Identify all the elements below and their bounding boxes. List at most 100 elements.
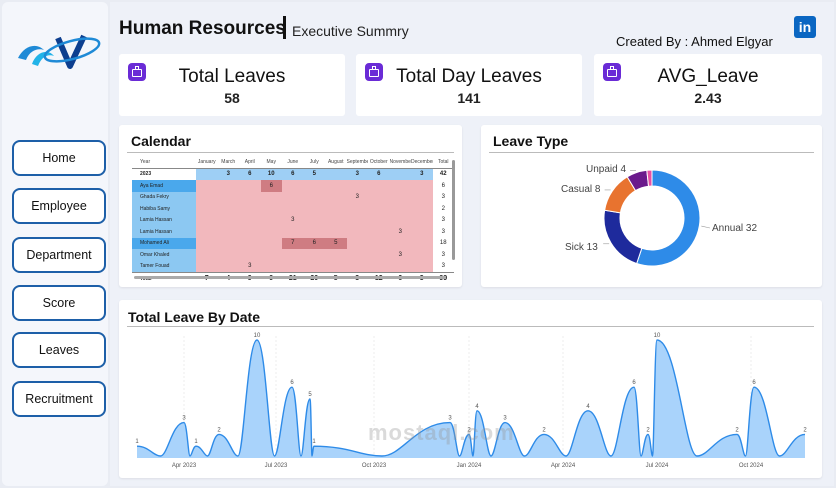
cell-value — [346, 214, 368, 226]
table-row: Ghada Fekry 3 3 — [132, 191, 454, 203]
cell-value — [282, 226, 304, 238]
cell-value: 3 — [432, 214, 454, 226]
cell-value: 3 — [411, 168, 433, 180]
table-row: Lamia Hassan 3 3 — [132, 226, 454, 238]
calendar-matrix[interactable]: Year January March April May June July August Se… — [132, 156, 454, 285]
cell-value — [389, 203, 411, 215]
leave-type-panel: Leave Type Annual 32 Sick 13 Casual 8 Unpai… — [481, 125, 822, 287]
cell-value: 3 — [432, 226, 454, 238]
linkedin-icon[interactable]: in — [794, 16, 816, 38]
cell-value — [260, 237, 282, 249]
sidebar: Home Employee Department Score Leaves Re… — [2, 2, 108, 486]
data-label: 6 — [290, 380, 294, 386]
column-header: July — [303, 156, 325, 169]
donut-slice-other[interactable] — [646, 169, 653, 187]
cell-value: 6 — [239, 168, 261, 180]
cell-value — [411, 214, 433, 226]
row-label: Tamer Fouad — [132, 260, 196, 273]
cell-value — [260, 214, 282, 226]
cell-value — [217, 226, 239, 238]
data-label: 4 — [475, 404, 479, 410]
nav-employee-button[interactable]: Employee — [12, 188, 106, 224]
cell-value — [196, 260, 218, 273]
cell-value — [325, 226, 347, 238]
data-label: 5 — [308, 392, 312, 398]
cell-value — [196, 191, 218, 203]
cell-value — [217, 260, 239, 273]
nav-department-button[interactable]: Department — [12, 237, 106, 273]
cell-value — [196, 214, 218, 226]
donut-leader-line — [701, 225, 711, 229]
table-header-row: Year January March April May June July August Se… — [132, 156, 454, 169]
kpi-card-avg-leave: AVG_Leave 2.43 — [594, 54, 822, 116]
x-tick-label: Jul 2024 — [646, 463, 669, 469]
cell-value: 3 — [432, 191, 454, 203]
leave-by-date-panel: Total Leave By Date 1 3 1 2 10 6 5 1 3 2 4 3 2 4 6 2 10 2… — [119, 300, 822, 478]
data-label: 2 — [542, 427, 546, 433]
watermark-text: mostaql.com — [368, 420, 515, 445]
cell-value: 3 — [389, 226, 411, 238]
cell-value — [282, 191, 304, 203]
cell-value — [411, 191, 433, 203]
cell-value — [389, 260, 411, 273]
column-header: January — [196, 156, 218, 169]
donut-slice-sick[interactable] — [603, 209, 643, 265]
row-label: Aya Emad — [132, 180, 196, 192]
data-label: 3 — [182, 416, 186, 422]
row-label: Ghada Fekry — [132, 191, 196, 203]
cell-value — [217, 249, 239, 261]
donut-slice-annual[interactable] — [636, 169, 701, 267]
kpi-value: 58 — [224, 90, 240, 106]
donut-data-label: Casual 8 — [561, 184, 601, 195]
cell-value — [303, 214, 325, 226]
series-line[interactable] — [136, 339, 806, 457]
cell-value: 18 — [432, 237, 454, 249]
nav-score-button[interactable]: Score — [12, 285, 106, 321]
vertical-scrollbar[interactable] — [452, 160, 455, 260]
cell-value — [411, 226, 433, 238]
column-header: August — [325, 156, 347, 169]
leave-by-date-area-chart[interactable]: 1 3 1 2 10 6 5 1 3 2 4 3 2 4 6 2 10 2 6 2 Apr 2023 Jul 2023 Oc… — [119, 300, 822, 478]
cell-value: 42 — [432, 168, 454, 180]
cell-value — [303, 203, 325, 215]
cell-value — [346, 226, 368, 238]
data-label: 10 — [254, 333, 261, 339]
donut-data-label: Sick 13 — [565, 242, 598, 253]
nav-recruitment-button[interactable]: Recruitment — [12, 381, 106, 417]
row-label: Mohamed Ali — [132, 237, 196, 249]
nav-leaves-button[interactable]: Leaves — [12, 332, 106, 368]
data-label: 1 — [135, 439, 139, 445]
cell-value — [260, 226, 282, 238]
table-row: Mohamed Ali 7 6 5 18 — [132, 237, 454, 249]
cell-value — [217, 180, 239, 192]
data-label: 1 — [312, 439, 316, 445]
cell-value — [239, 214, 261, 226]
cell-value — [282, 260, 304, 273]
nav-home-button[interactable]: Home — [12, 140, 106, 176]
cell-value: 6 — [368, 168, 390, 180]
cell-value: 6 — [303, 237, 325, 249]
cell-value — [239, 226, 261, 238]
cell-value — [411, 249, 433, 261]
panel-divider — [489, 152, 814, 153]
cell-value — [368, 237, 390, 249]
leave-type-donut-chart[interactable]: Annual 32 Sick 13 Casual 8 Unpaid 4 — [481, 125, 822, 287]
cell-value — [282, 249, 304, 261]
x-tick-label: Jul 2023 — [265, 463, 288, 469]
cell-value — [303, 260, 325, 273]
x-tick-label: Apr 2024 — [551, 463, 576, 469]
row-label: 2023 — [132, 168, 196, 180]
cell-value: 2 — [432, 203, 454, 215]
cell-value — [411, 237, 433, 249]
cell-value — [411, 260, 433, 273]
cell-value: 3 — [432, 260, 454, 273]
column-header: May — [260, 156, 282, 169]
cell-value: 3 — [239, 260, 261, 273]
x-tick-label: Apr 2023 — [172, 463, 197, 469]
horizontal-scrollbar[interactable] — [134, 276, 446, 279]
kpi-card-total-day-leaves: Total Day Leaves 141 — [356, 54, 582, 116]
data-label: 2 — [646, 427, 650, 433]
briefcase-icon — [603, 63, 621, 81]
title-separator — [283, 16, 286, 39]
cell-value — [368, 226, 390, 238]
